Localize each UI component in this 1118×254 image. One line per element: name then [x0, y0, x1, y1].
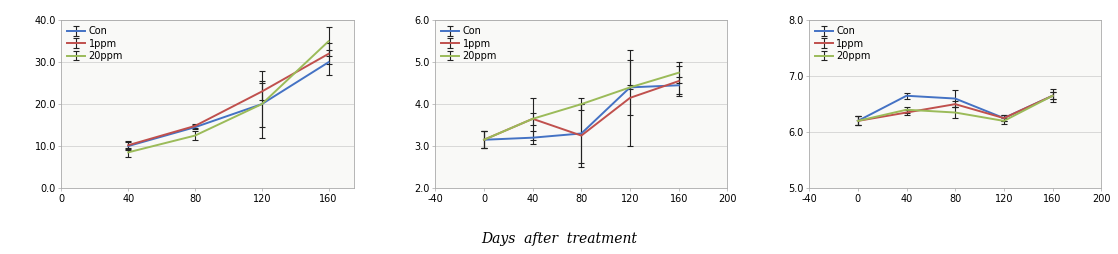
Legend: Con, 1ppm, 20ppm: Con, 1ppm, 20ppm: [812, 23, 873, 64]
Text: Days  after  treatment: Days after treatment: [481, 232, 637, 246]
Legend: Con, 1ppm, 20ppm: Con, 1ppm, 20ppm: [438, 23, 500, 64]
Legend: Con, 1ppm, 20ppm: Con, 1ppm, 20ppm: [65, 23, 126, 64]
